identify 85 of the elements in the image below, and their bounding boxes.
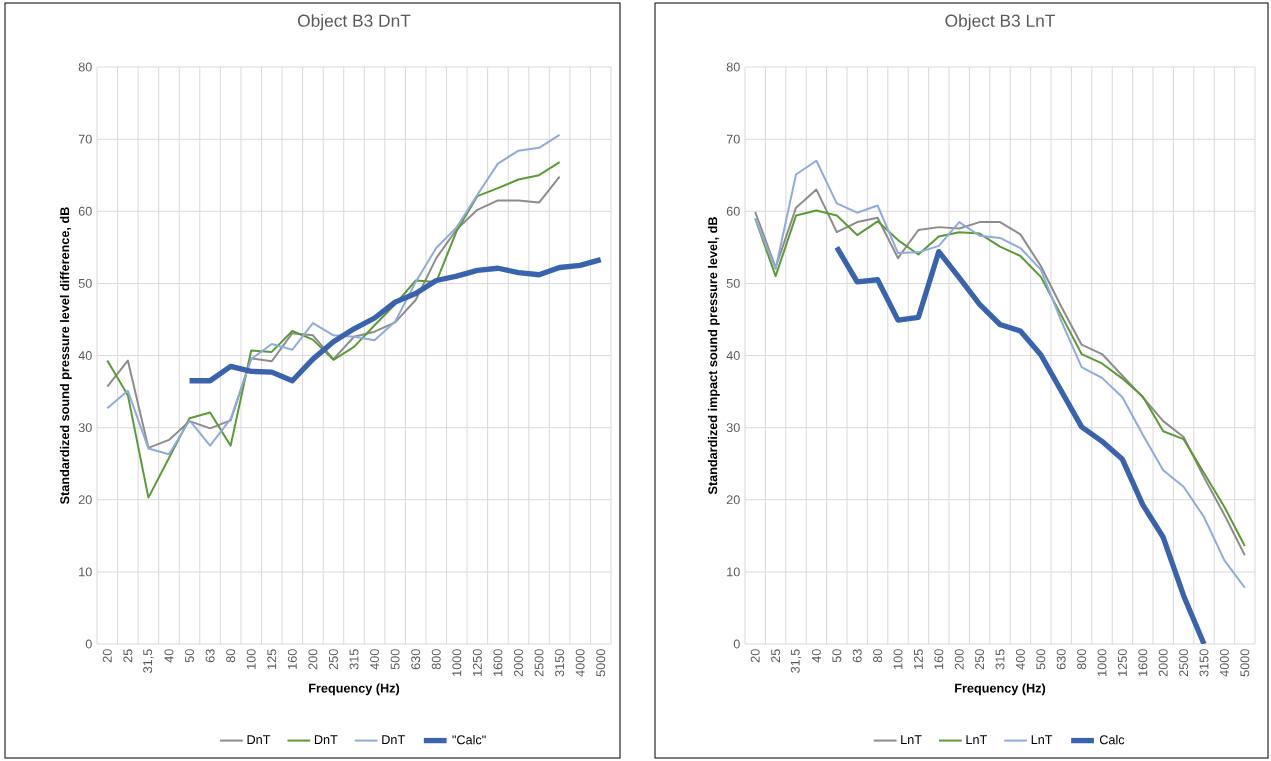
legend-label: DnT xyxy=(247,735,271,744)
y-tick-label: 0 xyxy=(733,639,740,649)
y-tick-label: 10 xyxy=(727,567,740,577)
x-tick-label: 3150 xyxy=(555,649,565,677)
x-tick-label: 2500 xyxy=(534,649,544,677)
x-tick-label: 1600 xyxy=(493,649,503,676)
x-tick-label: 160 xyxy=(934,649,944,669)
chart-title: Object B3 LnT xyxy=(945,14,1055,31)
y-tick-label: 70 xyxy=(726,134,740,144)
legend-label: Calc xyxy=(1099,734,1125,745)
y-axis-title: Standardized sound pressure level difference, dB xyxy=(59,207,72,505)
x-axis-title: Frequency (Hz) xyxy=(309,683,400,696)
y-tick-label: 30 xyxy=(78,423,92,433)
legend-label: LnT xyxy=(901,735,922,744)
y-tick-label: 70 xyxy=(78,134,92,144)
y-tick-label: 60 xyxy=(78,206,92,216)
legend-label: "Calc" xyxy=(452,734,486,745)
y-tick-label: 20 xyxy=(726,495,740,505)
y-tick-label: 20 xyxy=(78,495,92,505)
x-tick-label: 63 xyxy=(205,649,215,663)
y-axis-title: Standardized impact sound pressure level, dB xyxy=(707,217,720,495)
x-tick-label: 2500 xyxy=(1179,649,1189,677)
x-axis-title: Frequency (Hz) xyxy=(955,683,1046,696)
x-tick-label: 5000 xyxy=(1240,649,1250,677)
x-tick-label: 160 xyxy=(287,649,297,669)
x-tick-label: 31,5 xyxy=(143,649,154,673)
legend-label: LnT xyxy=(1031,735,1053,744)
x-tick-label: 2000 xyxy=(514,649,523,677)
x-tick-label: 200 xyxy=(308,649,318,670)
x-tick-label: 3150 xyxy=(1199,649,1209,677)
x-tick-label: 1000 xyxy=(1097,649,1107,676)
x-tick-label: 400 xyxy=(370,649,380,670)
line-series xyxy=(106,133,561,456)
x-tick-label: 40 xyxy=(164,649,174,663)
x-tick-label: 80 xyxy=(226,649,236,663)
x-tick-label: 315 xyxy=(995,649,1005,670)
y-tick-label: 60 xyxy=(726,206,740,216)
x-tick-label: 50 xyxy=(185,649,195,663)
chart-title: Object B3 DnT xyxy=(297,14,411,31)
y-tick-label: 80 xyxy=(78,62,92,72)
x-tick-label: 40 xyxy=(811,649,821,663)
x-tick-label: 100 xyxy=(246,649,256,669)
legend-label: DnT xyxy=(314,735,338,744)
x-tick-label: 31,5 xyxy=(790,649,802,673)
x-tick-label: 100 xyxy=(893,649,903,669)
y-tick-label: 30 xyxy=(726,423,740,433)
x-tick-label: 1600 xyxy=(1138,649,1148,676)
y-tick-label: 50 xyxy=(78,278,92,288)
x-tick-label: 5000 xyxy=(596,649,606,677)
x-tick-label: 20 xyxy=(102,649,112,663)
x-tick-label: 1250 xyxy=(472,649,482,676)
x-tick-label: 20 xyxy=(750,649,760,663)
y-tick-label: 40 xyxy=(78,351,92,360)
x-tick-label: 1250 xyxy=(1117,649,1127,676)
x-tick-label: 25 xyxy=(123,649,133,663)
y-tick-label: 50 xyxy=(726,278,740,288)
x-tick-label: 315 xyxy=(349,649,359,670)
y-tick-label: 0 xyxy=(85,639,92,649)
x-tick-label: 800 xyxy=(1077,649,1087,670)
x-tick-label: 4000 xyxy=(575,649,585,677)
x-tick-label: 63 xyxy=(852,649,862,663)
y-tick-label: 80 xyxy=(726,62,740,72)
x-tick-label: 800 xyxy=(431,649,441,670)
x-tick-label: 4000 xyxy=(1219,649,1229,677)
x-tick-label: 1000 xyxy=(452,649,462,676)
x-tick-label: 400 xyxy=(1015,649,1025,670)
line-series xyxy=(106,161,561,499)
x-tick-label: 50 xyxy=(832,649,842,663)
line-series xyxy=(106,175,561,449)
x-tick-label: 630 xyxy=(411,649,421,670)
x-tick-label: 2000 xyxy=(1158,649,1168,677)
x-tick-label: 80 xyxy=(873,649,883,663)
x-tick-label: 250 xyxy=(975,649,985,670)
x-tick-label: 500 xyxy=(390,649,400,670)
x-tick-label: 250 xyxy=(328,649,338,670)
x-tick-label: 200 xyxy=(954,649,964,670)
x-tick-label: 500 xyxy=(1036,649,1046,670)
x-tick-label: 630 xyxy=(1056,649,1066,670)
y-tick-label: 40 xyxy=(726,351,740,360)
legend-label: LnT xyxy=(966,735,987,744)
x-tick-label: 125 xyxy=(913,649,923,669)
legend-label: DnT xyxy=(382,735,405,744)
x-tick-label: 125 xyxy=(267,649,277,669)
x-tick-label: 25 xyxy=(771,649,781,663)
y-tick-label: 10 xyxy=(79,567,92,577)
